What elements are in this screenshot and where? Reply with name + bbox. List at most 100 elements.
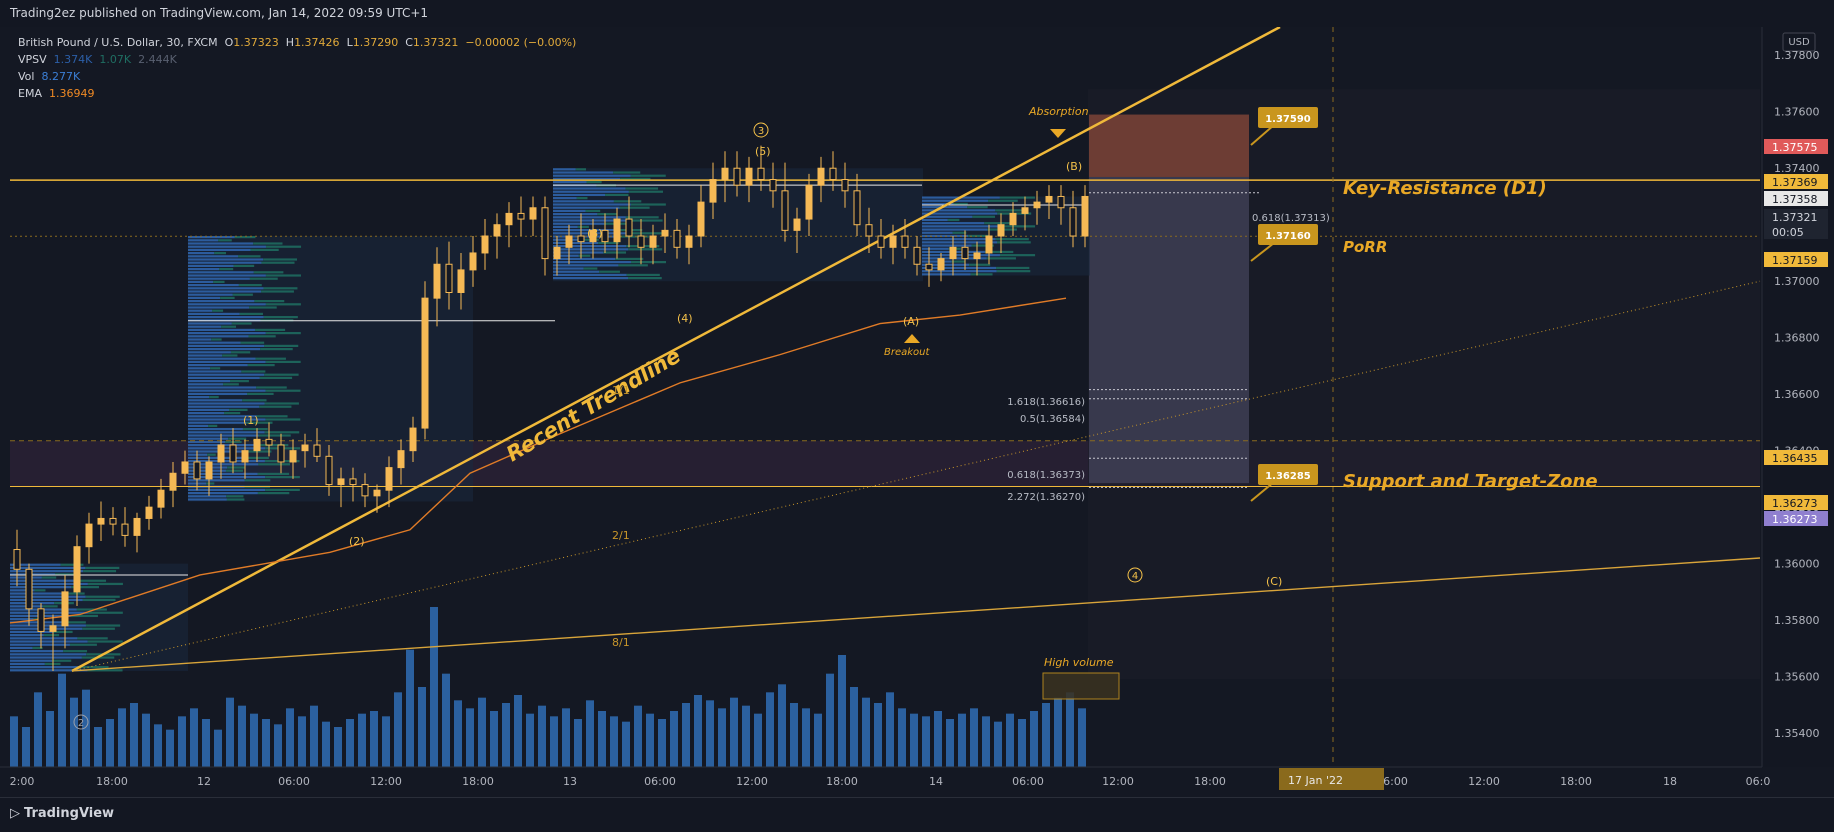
candle-body[interactable] [769, 179, 777, 192]
candle-body[interactable] [709, 179, 717, 203]
candle-body[interactable] [229, 444, 237, 463]
candle-body[interactable] [13, 549, 21, 570]
candle-body[interactable] [277, 444, 285, 463]
candle-body[interactable] [361, 484, 369, 497]
candle-body[interactable] [1009, 212, 1017, 226]
candle-body[interactable] [97, 517, 105, 525]
candle-body[interactable] [961, 246, 969, 260]
candle-body[interactable] [625, 218, 633, 237]
candle-body[interactable] [973, 252, 981, 260]
candle-body[interactable] [805, 184, 813, 220]
candle-body[interactable] [181, 461, 189, 474]
candle-body[interactable] [877, 235, 885, 248]
candle-body[interactable] [781, 190, 789, 231]
candle-body[interactable] [133, 517, 141, 536]
candle-body[interactable] [1033, 201, 1041, 209]
candle-body[interactable] [265, 438, 273, 446]
candle-body[interactable] [1045, 195, 1053, 203]
target-zone[interactable] [1089, 176, 1249, 484]
candle-body[interactable] [529, 207, 537, 220]
candle-body[interactable] [613, 218, 621, 243]
candle-body[interactable] [889, 235, 897, 248]
candle-body[interactable] [349, 478, 357, 486]
candle-body[interactable] [217, 444, 225, 463]
ema-line[interactable] [9, 297, 1067, 624]
candle-body[interactable] [637, 235, 645, 248]
candle-body[interactable] [1081, 195, 1089, 237]
candle-body[interactable] [385, 467, 393, 491]
candle-body[interactable] [493, 224, 501, 237]
candle-body[interactable] [925, 263, 933, 271]
candle-body[interactable] [745, 167, 753, 186]
candle-body[interactable] [61, 591, 69, 627]
entry-callout[interactable]: 1.37160 [1250, 224, 1318, 262]
candle-body[interactable] [337, 478, 345, 486]
candle-body[interactable] [253, 438, 261, 452]
candle-body[interactable] [145, 506, 153, 519]
candle-body[interactable] [469, 252, 477, 271]
candle-body[interactable] [997, 224, 1005, 237]
candle-body[interactable] [205, 461, 213, 480]
candle-body[interactable] [937, 258, 945, 271]
symbol-name[interactable]: British Pound / U.S. Dollar, 30, FXCM [18, 36, 218, 49]
candle-body[interactable] [157, 489, 165, 508]
candle-body[interactable] [697, 201, 705, 237]
candle-body[interactable] [901, 235, 909, 248]
candle-body[interactable] [49, 625, 57, 632]
candle-body[interactable] [673, 229, 681, 248]
candle-body[interactable] [457, 269, 465, 293]
candle-body[interactable] [1057, 195, 1065, 209]
candle-body[interactable] [541, 207, 549, 260]
candle-body[interactable] [985, 235, 993, 254]
candle-body[interactable] [853, 190, 861, 226]
target-callout[interactable]: 1.36285 [1250, 464, 1318, 502]
candle-body[interactable] [409, 427, 417, 452]
legend-vol-row[interactable]: Vol 8.277K [18, 68, 576, 85]
candle-body[interactable] [829, 167, 837, 181]
candle-body[interactable] [397, 450, 405, 469]
candle-body[interactable] [313, 444, 321, 457]
candle-body[interactable] [721, 167, 729, 181]
candle-body[interactable] [913, 246, 921, 265]
candle-body[interactable] [325, 455, 333, 486]
candle-body[interactable] [505, 212, 513, 226]
candle-body[interactable] [37, 608, 45, 632]
candle-body[interactable] [109, 517, 117, 525]
candle-body[interactable] [517, 212, 525, 220]
candle-body[interactable] [577, 235, 585, 243]
candle-body[interactable] [949, 246, 957, 260]
stop-callout[interactable]: 1.37590 [1250, 107, 1318, 146]
candle-body[interactable] [757, 167, 765, 181]
candle-body[interactable] [121, 523, 129, 536]
recent-trendline[interactable] [71, 27, 1281, 673]
candle-body[interactable] [1021, 207, 1029, 214]
candle-body[interactable] [841, 179, 849, 192]
candle-body[interactable] [601, 229, 609, 243]
candle-body[interactable] [289, 450, 297, 463]
candle-body[interactable] [817, 167, 825, 186]
stop-zone[interactable] [1089, 114, 1249, 177]
candle-body[interactable] [733, 167, 741, 186]
candle-body[interactable] [553, 246, 561, 260]
candle-body[interactable] [241, 450, 249, 463]
candle-body[interactable] [649, 235, 657, 248]
tradingview-logo[interactable]: ▷ TradingView [10, 806, 114, 821]
candle-body[interactable] [373, 489, 381, 497]
candle-body[interactable] [865, 224, 873, 237]
candle-body[interactable] [685, 235, 693, 248]
price-chart[interactable]: 1.378001.376001.374001.372001.370001.368… [0, 27, 1834, 797]
candle-body[interactable] [661, 229, 669, 237]
legend-vpsv-row[interactable]: VPSV 1.374K 1.07K 2.444K [18, 51, 576, 68]
candle-body[interactable] [85, 523, 93, 548]
candle-body[interactable] [73, 546, 81, 593]
candle-body[interactable] [481, 235, 489, 254]
candle-body[interactable] [25, 568, 33, 610]
candle-body[interactable] [793, 218, 801, 231]
candle-body[interactable] [565, 235, 573, 248]
candle-body[interactable] [169, 472, 177, 491]
candle-body[interactable] [421, 297, 429, 429]
candle-body[interactable] [589, 229, 597, 243]
candle-body[interactable] [1069, 207, 1077, 237]
candle-body[interactable] [445, 263, 453, 293]
candle-body[interactable] [193, 461, 201, 480]
